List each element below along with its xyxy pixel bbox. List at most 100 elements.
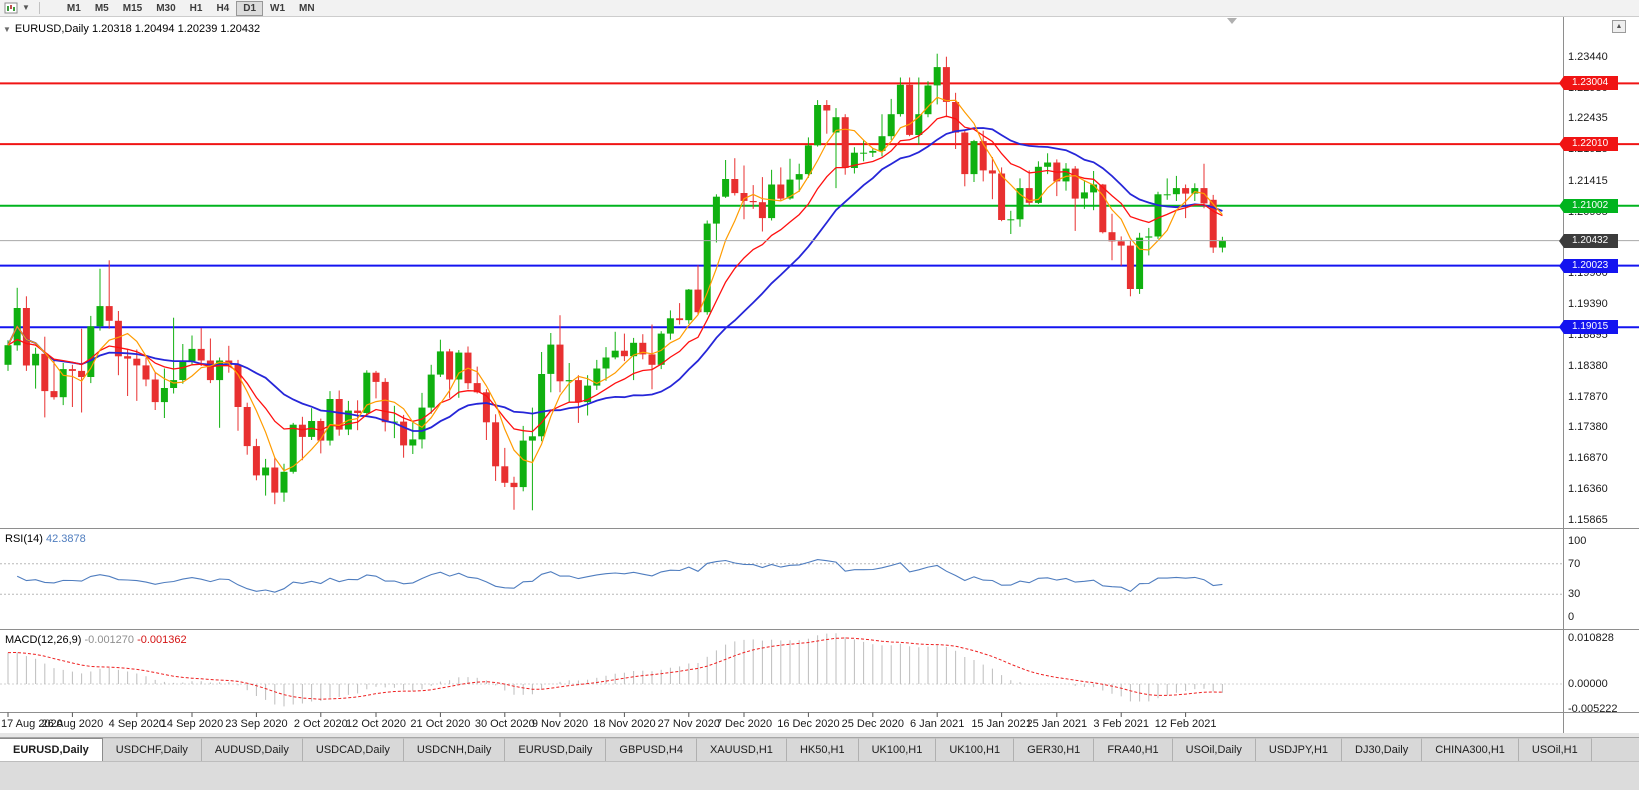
tab-gbpusd-h4[interactable]: GBPUSD,H4 <box>606 738 697 761</box>
chart-title: ▼ EURUSD,Daily 1.20318 1.20494 1.20239 1.… <box>3 23 260 35</box>
date-axis-label: 3 Feb 2021 <box>1093 718 1150 730</box>
rsi-axis-label: 70 <box>1568 557 1581 570</box>
macd-signal-line <box>7 637 1223 700</box>
date-axis-label: 12 Oct 2020 <box>346 718 406 730</box>
tab-fra40-h1[interactable]: FRA40,H1 <box>1094 738 1173 761</box>
timeframe-button-m5[interactable]: M5 <box>88 1 116 16</box>
chart-title-ohlc: 1.20318 1.20494 1.20239 1.20432 <box>91 23 261 35</box>
tab-usdchf-daily[interactable]: USDCHF,Daily <box>102 738 202 761</box>
macd-name: MACD(12,26,9) <box>5 634 82 646</box>
date-axis-label: 14 Sep 2020 <box>160 718 224 730</box>
price-axis-label: 1.17870 <box>1568 391 1608 404</box>
tab-uk100-h1[interactable]: UK100,H1 <box>858 738 937 761</box>
rsi-axis-label: 30 <box>1568 588 1581 601</box>
date-axis-label: 26 Aug 2020 <box>41 718 104 730</box>
timeframe-button-d1[interactable]: D1 <box>236 0 264 16</box>
tab-usoil-h1[interactable]: USOil,H1 <box>1518 738 1592 761</box>
toolbar-separator <box>38 2 40 14</box>
price-axis-label: 1.18380 <box>1568 360 1608 373</box>
date-axis-label: 21 Oct 2020 <box>410 718 471 730</box>
tab-usdjpy-h1[interactable]: USDJPY,H1 <box>1255 738 1343 761</box>
date-axis-label: 9 Nov 2020 <box>531 718 589 730</box>
macd-axis-label: 0.00000 <box>1568 678 1608 690</box>
timeframe-button-m1[interactable]: M1 <box>60 1 88 16</box>
tab-china300-h1[interactable]: CHINA300,H1 <box>1422 738 1519 761</box>
price-axis-label: 1.19390 <box>1568 298 1608 311</box>
price-axis-label: 1.17380 <box>1568 421 1608 434</box>
chart-title-symbol: EURUSD,Daily <box>14 23 89 35</box>
tab-audusd-daily[interactable]: AUDUSD,Daily <box>201 738 303 761</box>
macd-axis-label: 0.010828 <box>1568 632 1614 644</box>
macd-value: -0.001270 <box>84 634 135 646</box>
chart-canvas[interactable] <box>0 17 1639 733</box>
chart-shift-marker[interactable] <box>1227 18 1237 24</box>
price-axis-label: 1.22435 <box>1568 112 1608 125</box>
support-price-tag: 1.20023 <box>1559 258 1618 273</box>
rsi-label: RSI(14) 42.3878 <box>5 533 86 545</box>
date-axis-label: 25 Jan 2021 <box>1026 718 1088 730</box>
chart-window: ▼ EURUSD,Daily 1.20318 1.20494 1.20239 1.… <box>0 17 1639 733</box>
date-axis-label: 27 Nov 2020 <box>657 718 720 730</box>
macd-signal-value: -0.001362 <box>137 634 187 646</box>
rsi-name: RSI(14) <box>5 533 43 545</box>
chart-type-icon[interactable] <box>4 2 18 14</box>
tab-ger30-h1[interactable]: GER30,H1 <box>1014 738 1095 761</box>
tab-xauusd-h1[interactable]: XAUUSD,H1 <box>696 738 787 761</box>
rsi-axis-label: 100 <box>1568 535 1587 547</box>
timeframe-buttons: M1 M5 M15 M30 H1 H4 D1 W1 MN <box>60 0 322 16</box>
date-axis-label: 18 Nov 2020 <box>593 718 656 730</box>
date-axis-label: 23 Sep 2020 <box>225 718 288 730</box>
chevron-down-icon[interactable]: ▼ <box>22 3 30 12</box>
timeframe-button-h1[interactable]: H1 <box>183 1 210 16</box>
date-axis-label: 30 Oct 2020 <box>474 718 535 730</box>
timeframe-button-mn[interactable]: MN <box>292 1 322 16</box>
tab-dj30-daily[interactable]: DJ30,Daily <box>1342 738 1423 761</box>
timeframe-button-w1[interactable]: W1 <box>263 1 292 16</box>
price-axis-label: 1.23440 <box>1568 50 1608 63</box>
tab-usoil-daily[interactable]: USOil,Daily <box>1172 738 1256 761</box>
tab-usdcad-daily[interactable]: USDCAD,Daily <box>302 738 404 761</box>
date-axis-label: 4 Sep 2020 <box>108 718 165 730</box>
date-axis-label: 6 Jan 2021 <box>909 718 965 730</box>
scroll-to-end-button[interactable]: ▲ <box>1612 20 1626 33</box>
ma-fast-line[interactable] <box>7 96 1223 472</box>
timeframe-button-h4[interactable]: H4 <box>209 1 236 16</box>
candles-layer <box>4 53 1226 511</box>
support-price-tag: 1.19015 <box>1559 320 1618 335</box>
date-axis-label: 25 Dec 2020 <box>841 718 904 730</box>
level-price-tag: 1.21002 <box>1559 198 1618 213</box>
date-axis-label: 15 Jan 2021 <box>971 718 1032 730</box>
ma-slow-line[interactable] <box>7 127 1223 432</box>
rsi-axis-label: 0 <box>1568 611 1575 623</box>
resistance-price-tag: 1.23004 <box>1559 76 1618 91</box>
date-axis-label: 2 Oct 2020 <box>293 718 348 730</box>
toolbar: ▼ M1 M5 M15 M30 H1 H4 D1 W1 MN <box>0 0 1639 17</box>
date-axis-label: 12 Feb 2021 <box>1154 718 1217 730</box>
date-axis-label: 17 Aug 2020 <box>1 718 63 730</box>
price-axis-label: 1.16870 <box>1568 452 1608 465</box>
candlestick-chart-glyph <box>4 2 18 14</box>
ma-medium-line[interactable] <box>7 115 1223 433</box>
tab-uk100-h1[interactable]: UK100,H1 <box>936 738 1015 761</box>
timeframe-button-m30[interactable]: M30 <box>149 1 182 16</box>
rsi-value: 42.3878 <box>45 533 86 545</box>
tab-usdcnh-daily[interactable]: USDCNH,Daily <box>403 738 506 761</box>
one-click-trading-toggle[interactable]: ▼ <box>3 25 11 34</box>
price-axis-label: 1.21415 <box>1568 174 1608 187</box>
date-axis-ticks <box>7 712 1187 717</box>
horizontal-level-lines[interactable] <box>0 82 1639 329</box>
macd-axis-label: -0.005222 <box>1568 703 1618 716</box>
date-axis-label: 16 Dec 2020 <box>777 718 840 730</box>
price-axis-label: 1.16360 <box>1568 483 1608 496</box>
date-axis-label: 7 Dec 2020 <box>715 718 773 730</box>
current-price-price-tag: 1.20432 <box>1559 233 1618 248</box>
tab-eurusd-daily[interactable]: EURUSD,Daily <box>505 738 607 761</box>
timeframe-button-m15[interactable]: M15 <box>116 1 149 16</box>
resistance-price-tag: 1.22010 <box>1559 137 1618 152</box>
rsi-line <box>16 559 1223 593</box>
macd-histogram <box>7 633 1223 707</box>
tab-hk50-h1[interactable]: HK50,H1 <box>786 738 859 761</box>
macd-label: MACD(12,26,9) -0.001270 -0.001362 <box>5 634 187 646</box>
tab-eurusd-daily[interactable]: EURUSD,Daily <box>0 738 103 761</box>
chart-tabs-bar: EURUSD,Daily USDCHF,Daily AUDUSD,Daily USDC… <box>0 737 1639 761</box>
